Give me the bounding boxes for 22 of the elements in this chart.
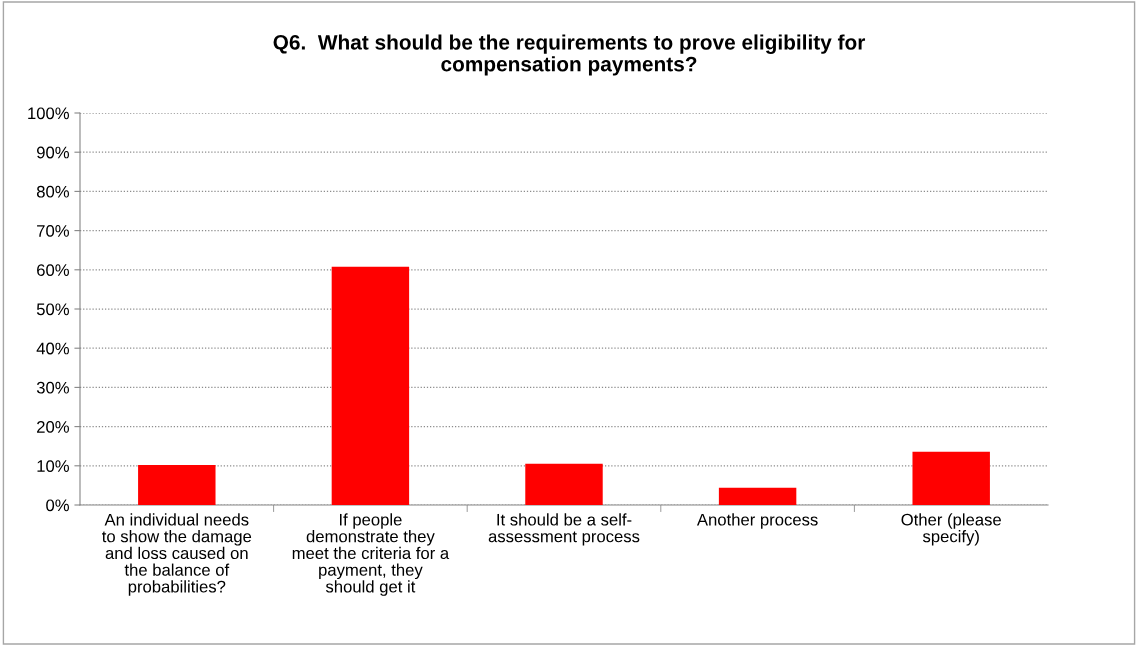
y-tick-label: 20%	[37, 421, 69, 433]
y-tick-label: 90%	[37, 146, 69, 159]
x-tick-label: Another process	[696, 513, 818, 529]
x-tick-label: Other (please specify)	[901, 513, 1001, 546]
y-tick-label: 50%	[36, 303, 69, 316]
chart-title: Q6. What should be the requirements to prove eligibility for compensation payments?	[273, 34, 866, 76]
x-tick-label: An individual needs to show the damage and loss caused on the balance of probabilities?	[102, 513, 252, 596]
y-tick-label: 10%	[37, 460, 69, 472]
x-tick-label: If people demonstrate they meet the criteria for a payment, they should get it	[292, 513, 450, 596]
y-tick-label: 70%	[37, 225, 69, 237]
y-tick-label: 0%	[46, 499, 69, 512]
bar	[331, 266, 410, 505]
bar	[138, 465, 216, 505]
x-tick-label: It should be a self- assessment process	[488, 513, 640, 546]
y-tick-label: 60%	[37, 264, 69, 276]
bar	[525, 463, 603, 505]
y-tick-label: 40%	[36, 342, 69, 355]
bar	[718, 487, 797, 505]
y-tick-label: 80%	[36, 185, 69, 198]
bar	[912, 451, 990, 505]
y-tick-label: 100%	[28, 107, 69, 120]
y-tick-label: 30%	[36, 381, 69, 394]
